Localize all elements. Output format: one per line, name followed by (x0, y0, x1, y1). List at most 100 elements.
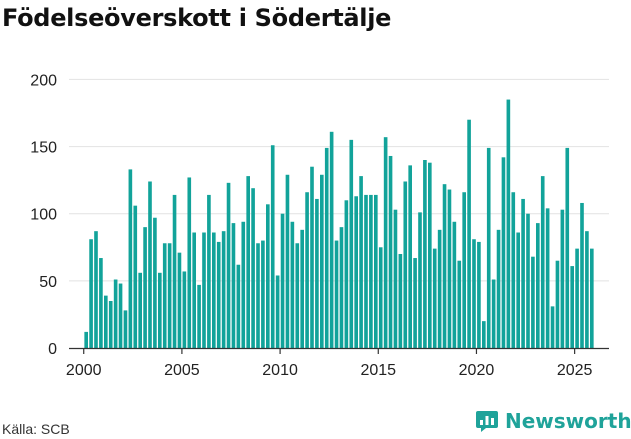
bar (349, 139, 354, 348)
bar (113, 279, 118, 348)
bar (408, 165, 412, 348)
bar (423, 160, 427, 348)
bar (374, 194, 378, 348)
bar (167, 243, 172, 348)
bar (354, 196, 358, 348)
bar (388, 155, 393, 348)
bar (162, 243, 167, 348)
bar (339, 227, 344, 348)
bar (221, 231, 226, 348)
bar (378, 247, 383, 348)
x-tick-label: 2020 (459, 362, 495, 379)
bar (442, 184, 447, 348)
bar (570, 266, 574, 348)
bar (153, 217, 157, 348)
bar (585, 231, 589, 348)
bar (212, 232, 216, 348)
bar (482, 321, 486, 348)
bar (148, 181, 152, 348)
bar (545, 208, 550, 348)
bar (99, 258, 103, 348)
bar (94, 231, 98, 348)
bar (452, 221, 457, 348)
bar (329, 131, 334, 348)
bar (555, 260, 560, 348)
x-tick-label: 2005 (164, 362, 200, 379)
bar (300, 229, 304, 348)
bar (108, 301, 113, 348)
bar (187, 177, 192, 348)
bar (207, 194, 211, 348)
bar (540, 176, 545, 348)
bar (236, 264, 241, 348)
bar (202, 232, 206, 348)
y-tick-label: 50 (39, 274, 57, 291)
bar (138, 272, 142, 348)
bar (536, 223, 540, 348)
x-tick-label: 2010 (262, 362, 298, 379)
bar (275, 275, 280, 348)
bar (285, 174, 290, 348)
bar (550, 306, 555, 348)
bar (310, 166, 314, 348)
bar (462, 192, 466, 348)
bar (270, 145, 275, 348)
bar (447, 189, 452, 348)
bar (324, 147, 329, 348)
bar (104, 295, 108, 348)
bar (428, 162, 432, 348)
bar (89, 239, 93, 348)
bar (418, 212, 422, 348)
bar (251, 188, 255, 348)
bar (182, 271, 187, 348)
bar (334, 240, 339, 348)
bar (403, 181, 408, 348)
bar (118, 283, 123, 348)
y-tick-label: 200 (30, 72, 57, 89)
bar (290, 221, 295, 348)
bar (477, 241, 481, 348)
bar (216, 241, 221, 348)
chart-title: Födelseöverskott i Södertälje (2, 4, 392, 32)
bar (511, 192, 516, 348)
newsworthy-logo: Newsworthy (475, 409, 631, 433)
bar (560, 209, 565, 348)
bar (226, 182, 231, 348)
bar (261, 240, 265, 348)
x-tick-label: 2025 (557, 362, 593, 379)
bar (172, 194, 177, 348)
bar (516, 232, 520, 348)
bar (280, 213, 285, 348)
bar (432, 248, 437, 348)
y-axis-ticks: 0 50 100 150 200 (30, 72, 57, 358)
bar (266, 204, 270, 348)
bar (128, 169, 133, 348)
bar (413, 258, 417, 348)
bar (305, 192, 309, 348)
bar (177, 252, 182, 348)
bar (84, 331, 88, 348)
brand-name: Newsworthy (505, 409, 631, 433)
bar (521, 198, 525, 348)
bar (133, 205, 138, 348)
bar (437, 229, 442, 348)
x-tick-label: 2015 (360, 362, 396, 379)
bar (565, 147, 570, 348)
newsworthy-icon (476, 411, 498, 432)
bar (393, 209, 398, 348)
y-tick-label: 100 (30, 207, 57, 224)
bar (383, 137, 388, 348)
bar (143, 227, 147, 348)
bar (241, 221, 246, 348)
bar (246, 176, 250, 348)
bar (531, 256, 535, 348)
bar (496, 229, 501, 348)
bar (501, 157, 506, 348)
y-tick-label: 150 (30, 140, 57, 157)
bar (369, 194, 373, 348)
x-tick-label: 2000 (66, 362, 102, 379)
bar (359, 176, 363, 348)
bar (457, 260, 462, 348)
bar-series (84, 99, 594, 349)
